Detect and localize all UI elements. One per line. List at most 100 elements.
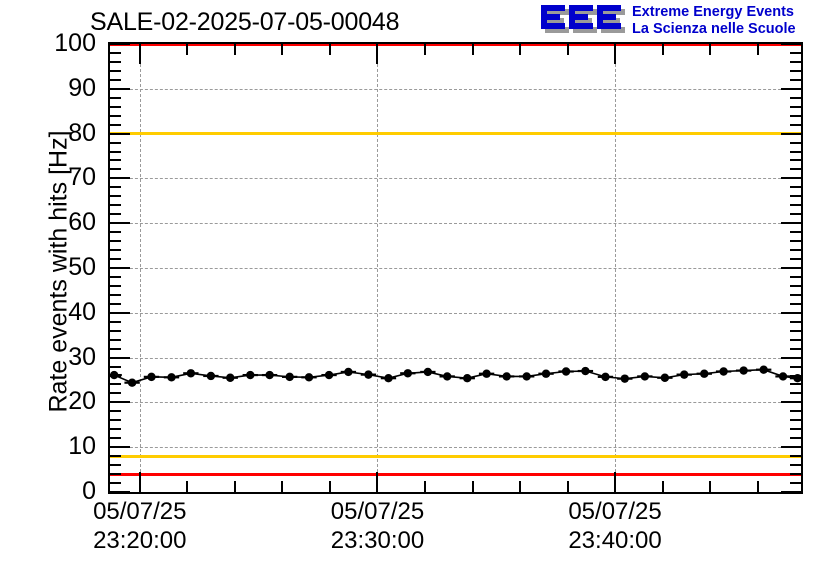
y-axis-tick: [781, 491, 801, 492]
data-point-marker: [561, 367, 571, 376]
x-axis-tick: [756, 44, 759, 55]
y-axis-tick: [790, 392, 801, 395]
y-axis-tick: [790, 482, 801, 485]
data-point-marker: [680, 370, 689, 379]
x-axis-tick: [328, 44, 331, 55]
y-axis-tick: [110, 132, 130, 135]
y-axis-tick: [781, 177, 801, 180]
y-axis-tick: [790, 168, 801, 171]
y-axis-tick: [110, 365, 121, 368]
y-tick-label: 80: [68, 118, 96, 147]
data-point-marker: [640, 372, 650, 381]
data-point-marker: [246, 370, 255, 380]
y-axis-tick: [110, 491, 130, 492]
y-axis-tick: [781, 132, 801, 135]
x-axis-tick: [519, 481, 522, 492]
y-axis-tick: [790, 96, 801, 99]
y-axis-tick: [790, 365, 801, 368]
y-axis-tick: [110, 356, 130, 359]
data-point-marker: [620, 374, 629, 383]
y-axis-tick: [790, 464, 801, 467]
y-axis-tick: [790, 455, 801, 458]
y-axis-tick: [781, 44, 801, 45]
y-axis-tick: [110, 284, 121, 287]
y-axis-tick: [110, 338, 121, 341]
data-point-marker: [522, 372, 531, 381]
data-point-marker: [403, 369, 413, 378]
y-axis-tick: [790, 231, 801, 234]
y-tick-label: 10: [68, 432, 96, 461]
x-axis-tick: [281, 44, 284, 55]
x-axis-tick: [281, 481, 284, 492]
y-axis-tick: [790, 195, 801, 198]
data-point-marker: [206, 371, 216, 381]
gridline-horizontal: [110, 357, 801, 359]
y-axis-tick: [110, 150, 121, 153]
data-point-marker: [384, 374, 393, 383]
y-axis-tick: [110, 168, 121, 171]
data-point-marker: [423, 367, 433, 377]
y-axis-tick: [110, 51, 121, 54]
y-axis-tick: [781, 446, 801, 449]
y-axis-tick: [110, 428, 121, 431]
data-point-marker: [186, 369, 196, 378]
y-axis-tick: [790, 428, 801, 431]
y-axis-tick: [790, 204, 801, 207]
x-axis-tick: [661, 481, 664, 492]
x-axis-tick: [566, 44, 569, 55]
gridline-horizontal: [110, 447, 801, 449]
y-axis-tick: [110, 123, 121, 126]
data-point-marker: [502, 372, 511, 381]
data-point-marker: [541, 369, 551, 378]
x-tick-label: 05/07/25 23:20:00: [45, 497, 235, 555]
x-tick-label: 05/07/25 23:30:00: [282, 497, 472, 555]
y-axis-tick: [110, 87, 130, 90]
data-point-marker: [739, 366, 748, 375]
y-axis-tick: [110, 44, 130, 45]
x-tick-label-date: 05/07/25: [93, 498, 187, 525]
y-axis-tick: [781, 222, 801, 225]
x-axis-tick: [614, 472, 617, 492]
y-axis-tick: [790, 275, 801, 278]
y-axis-tick: [790, 320, 801, 323]
y-axis-tick: [790, 410, 801, 413]
x-axis-tick: [471, 481, 474, 492]
gridline-horizontal: [110, 402, 801, 404]
y-axis-tick: [110, 222, 130, 225]
y-axis-tick: [781, 356, 801, 359]
x-axis-tick: [328, 481, 331, 492]
y-tick-label: 0: [82, 477, 96, 505]
y-axis-tick: [790, 114, 801, 117]
x-axis-tick: [709, 481, 712, 492]
y-axis-tick: [110, 302, 121, 305]
gridline-horizontal: [110, 223, 801, 225]
data-point-marker: [344, 367, 353, 377]
y-axis-tick: [781, 311, 801, 314]
y-axis-tick: [790, 329, 801, 332]
page-title: SALE-02-2025-07-05-00048: [90, 8, 400, 36]
eee-logo-line1: Extreme Energy Events: [632, 4, 794, 20]
y-axis-tick: [110, 114, 121, 117]
x-tick-label-time: 23:20:00: [93, 527, 187, 554]
y-axis-tick: [110, 159, 121, 162]
data-point-marker: [482, 369, 491, 378]
x-axis-tick: [233, 44, 236, 55]
eee-logo-text: Extreme Energy Events La Scienza nelle S…: [632, 4, 796, 37]
y-axis-tick: [790, 293, 801, 296]
x-axis-tick: [376, 44, 379, 64]
y-axis-tick: [110, 204, 121, 207]
x-tick-label-time: 23:40:00: [568, 527, 662, 554]
plot-frame: [108, 42, 803, 494]
y-axis-tick: [110, 249, 121, 252]
x-axis-tick: [186, 44, 189, 55]
y-axis-tick: [110, 392, 121, 395]
y-axis-tick: [110, 275, 121, 278]
threshold-line-lower-alarm: [110, 472, 801, 476]
y-axis-tick: [110, 437, 121, 440]
y-axis-tick: [790, 69, 801, 72]
y-axis-tick: [790, 473, 801, 476]
y-axis-tick: [781, 267, 801, 269]
y-axis-tick: [790, 284, 801, 287]
y-axis-tick: [110, 293, 121, 296]
